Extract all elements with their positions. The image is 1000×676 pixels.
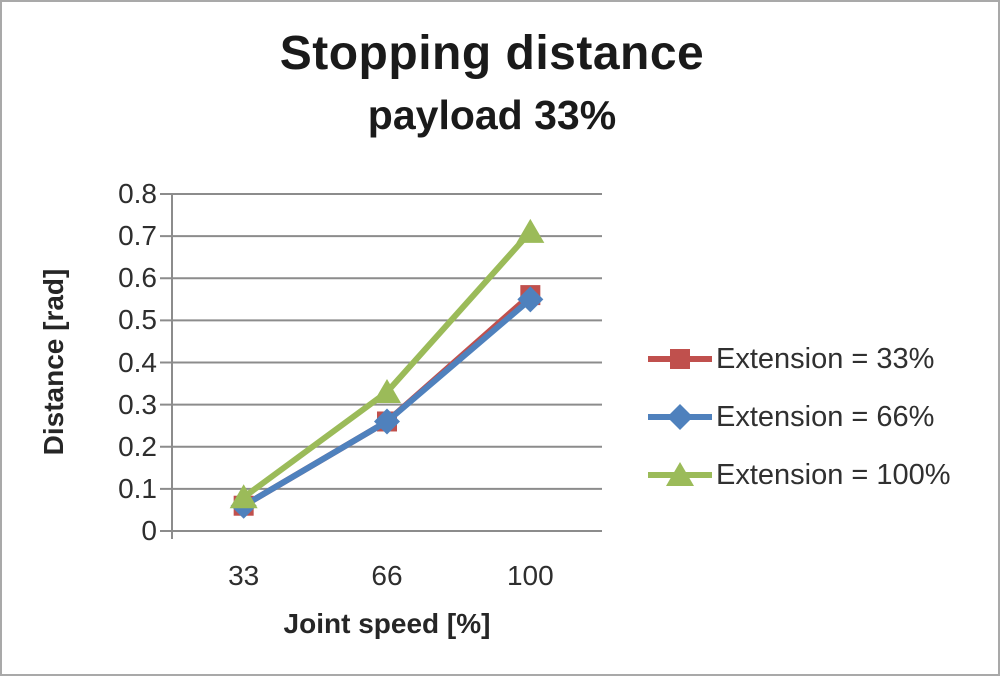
legend-item-extension-100: Extension = 100%: [646, 459, 951, 491]
y-tick-label: 0.2: [118, 430, 157, 462]
legend-label: Extension = 66%: [716, 400, 935, 433]
chart-title: Stopping distance: [279, 27, 705, 80]
y-tick-label: 0: [141, 515, 157, 546]
chart-subtitle: payload 33%: [367, 92, 617, 138]
y-tick-label: 0.5: [118, 304, 157, 336]
legend-marker-triangle-icon: [648, 462, 712, 486]
x-axis-title: Joint speed [%]: [283, 608, 491, 639]
y-tick-label: 0.1: [118, 472, 157, 504]
y-tick-label: 0.3: [118, 388, 157, 420]
y-tick-label: 0.6: [118, 262, 157, 294]
y-tick-label: 0.8: [118, 178, 157, 209]
x-tick-label: 100: [506, 560, 554, 591]
legend-item-extension-66: Extension = 66%: [646, 401, 951, 433]
y-tick-label: 0.7: [118, 220, 157, 252]
legend-label: Extension = 100%: [716, 458, 951, 491]
legend-item-extension-33: Extension = 33%: [646, 343, 951, 375]
legend: Extension = 33% Extension = 66% Extensio…: [646, 343, 951, 491]
x-tick-label: 33: [228, 560, 260, 591]
legend-label: Extension = 33%: [716, 342, 935, 375]
x-tick-label: 66: [371, 560, 403, 591]
legend-marker-square-icon: [648, 349, 712, 369]
legend-marker-diamond-icon: [648, 404, 712, 430]
y-tick-label: 0.4: [118, 346, 157, 378]
